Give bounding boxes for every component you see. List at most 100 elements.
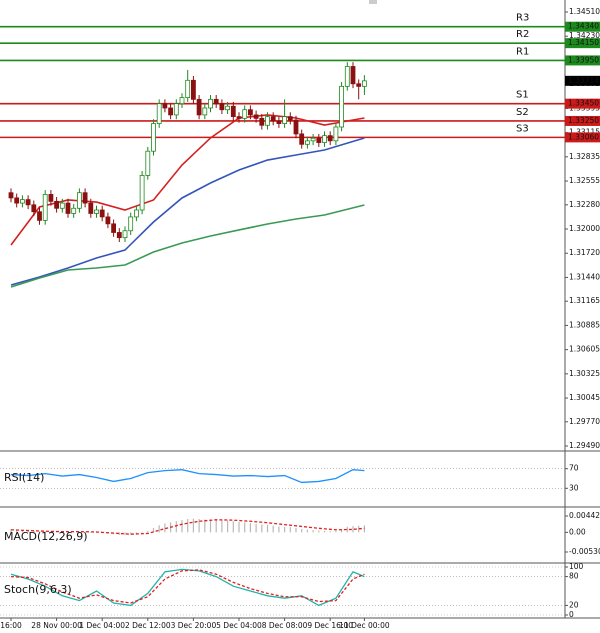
candle-body <box>19 199 25 204</box>
histogram-bar <box>295 527 297 533</box>
panel-title: Stoch(9,6,3) <box>4 583 72 596</box>
y-tick-label: 1.32555 <box>569 176 600 185</box>
candle-body <box>208 98 213 109</box>
y-tick-label: 1.30885 <box>569 320 600 329</box>
histogram-bar <box>50 531 52 533</box>
y-tick-label: 1.29770 <box>569 417 600 426</box>
y-tick-label: 1.29490 <box>569 441 600 450</box>
candle-body <box>111 223 116 233</box>
candle-body <box>77 192 82 209</box>
candle-body <box>276 120 282 124</box>
y-tick-label: -0.005305 <box>569 547 600 556</box>
level-name: R3 <box>516 13 529 24</box>
histogram-bar <box>278 526 280 533</box>
y-tick-label: 80 <box>569 572 579 581</box>
y-tick-label: 1.32835 <box>569 152 600 161</box>
histogram-bar <box>312 530 314 533</box>
histogram-bar <box>175 521 177 533</box>
y-tick-label: 70 <box>569 464 579 473</box>
candle-body <box>185 79 191 99</box>
indicator-line <box>10 469 365 484</box>
histogram-bar <box>238 522 240 533</box>
candle-body <box>88 202 94 214</box>
candle-body <box>133 209 139 218</box>
level-name: R2 <box>516 29 529 40</box>
candle-body <box>116 232 122 239</box>
candle-body <box>59 202 65 209</box>
histogram-bar <box>335 530 337 533</box>
y-tick-label: 1.33115 <box>569 128 600 137</box>
histogram-bar <box>272 525 274 533</box>
candle-body <box>356 83 362 87</box>
candle-body <box>299 133 305 145</box>
y-tick-label: 0 <box>569 610 574 619</box>
histogram-bar <box>141 532 143 534</box>
candle-body <box>128 216 134 232</box>
histogram-bar <box>44 531 46 533</box>
x-tick-label: 1 Dec 04:00 <box>79 621 125 630</box>
candle-body <box>282 116 288 124</box>
histogram-bar <box>323 530 326 533</box>
histogram-bar <box>306 529 308 533</box>
histogram-bar <box>135 532 137 535</box>
candle-body <box>304 140 310 145</box>
x-tick-label: 28 Nov 00:00 <box>31 621 82 630</box>
candle-body <box>202 107 208 116</box>
candle-body <box>54 200 59 209</box>
histogram-bar <box>147 530 149 533</box>
histogram-bar <box>21 530 23 533</box>
x-tick-label: 2 Dec 12:00 <box>125 621 171 630</box>
y-tick-label: 1.31440 <box>569 272 600 281</box>
candle-body <box>25 199 31 206</box>
moving-average <box>10 204 365 288</box>
candle-body <box>339 85 345 128</box>
histogram-bar <box>244 522 246 533</box>
y-tick-label: 100 <box>569 562 584 571</box>
level-price-label: 1.33250 <box>568 116 599 125</box>
histogram-bar <box>78 531 80 533</box>
candle-body <box>82 192 88 204</box>
candle-body <box>31 204 37 213</box>
histogram-bar <box>318 530 320 533</box>
histogram-bar <box>209 519 212 533</box>
candle-body <box>265 116 270 126</box>
y-tick-label: 1.32000 <box>569 224 600 233</box>
histogram-bar <box>215 519 217 533</box>
candle-body <box>270 116 276 122</box>
candle-body <box>344 66 350 87</box>
histogram-bar <box>33 530 35 533</box>
indicator-line <box>10 569 365 604</box>
y-tick-label: 1.30605 <box>569 345 600 354</box>
candle-body <box>196 98 202 116</box>
signal-line <box>10 519 365 535</box>
x-tick-label: 8 Dec 08:00 <box>262 621 308 630</box>
candle-body <box>310 137 316 142</box>
histogram-bar <box>152 527 155 533</box>
histogram-bar <box>227 520 229 533</box>
level-price-label: 1.34340 <box>568 22 599 31</box>
scroll-marker <box>369 0 377 4</box>
level-name: S1 <box>516 90 529 101</box>
candle-body <box>259 117 265 126</box>
y-tick-label: 20 <box>569 600 579 609</box>
histogram-bar <box>130 532 132 535</box>
histogram-bar <box>261 524 263 533</box>
candle-body <box>247 109 253 116</box>
x-tick-label: 9 Dec 16:00 <box>307 621 353 630</box>
candle-body <box>350 66 356 85</box>
x-tick-label: 11 Dec 00:00 <box>339 621 390 630</box>
y-tick-label: 1.31165 <box>569 296 600 305</box>
candle-body <box>333 126 339 142</box>
histogram-bar <box>124 532 126 535</box>
y-tick-label: 0.004421 <box>569 511 600 520</box>
y-tick-label: 30 <box>569 483 579 492</box>
histogram-bar <box>84 531 86 533</box>
level-price-label: 1.33060 <box>568 132 599 141</box>
level-price-label: 1.33450 <box>568 99 599 108</box>
y-tick-label: 1.34230 <box>569 31 600 40</box>
candle-body <box>253 114 259 119</box>
histogram-bar <box>38 531 41 533</box>
candle-body <box>225 105 231 111</box>
candle-body <box>316 137 322 143</box>
